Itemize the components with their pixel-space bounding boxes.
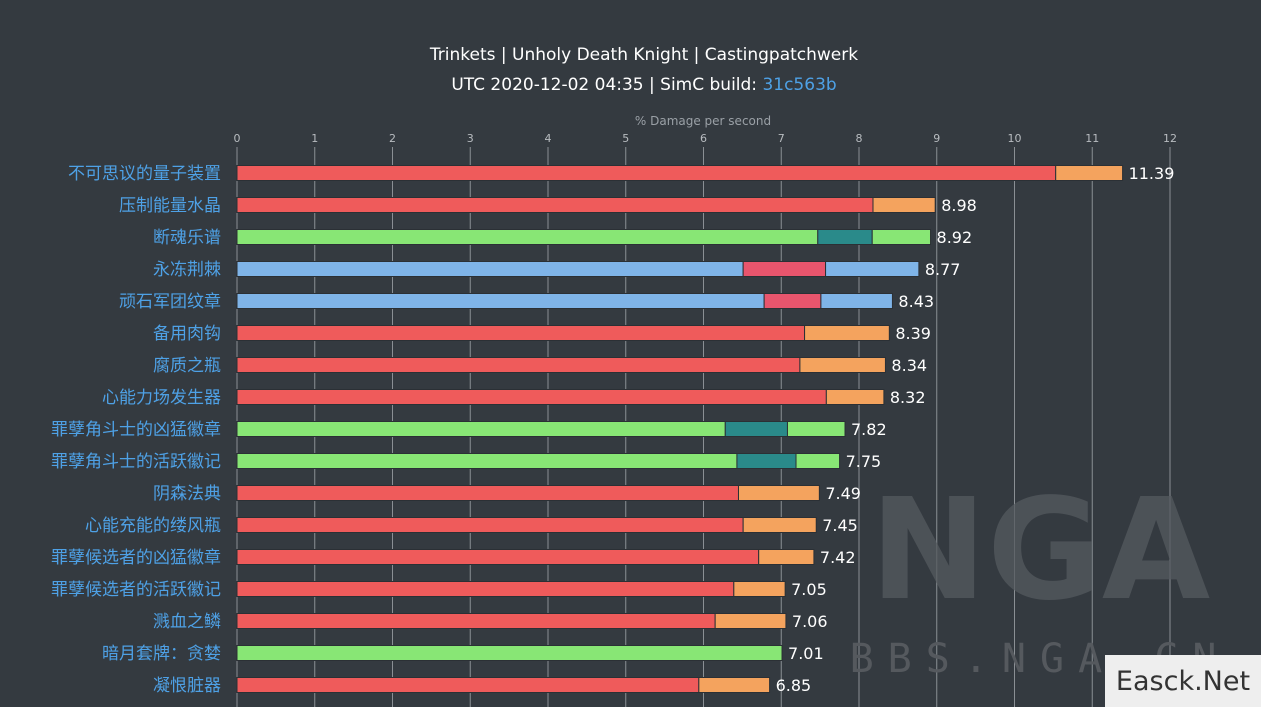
x-tick-label: 9 xyxy=(933,132,940,145)
value-label: 7.45 xyxy=(822,516,858,535)
value-label: 6.85 xyxy=(776,676,812,695)
bar-segment[interactable] xyxy=(795,453,841,469)
bar-segment[interactable] xyxy=(236,357,801,373)
bar-segment[interactable] xyxy=(236,293,765,309)
bar-segment[interactable] xyxy=(733,581,786,597)
chart-title: Trinkets | Unholy Death Knight | Casting… xyxy=(429,45,858,65)
category-label: 备用肉钩 xyxy=(153,324,221,344)
chart-subtitle: UTC 2020-12-02 04:35 | SimC build: 31c56… xyxy=(451,75,836,95)
x-axis-title: % Damage per second xyxy=(635,114,771,128)
value-label: 8.32 xyxy=(890,388,926,407)
value-label: 7.05 xyxy=(791,580,827,599)
category-label: 暗月套牌：贪婪 xyxy=(102,644,221,664)
bar-segment[interactable] xyxy=(236,229,819,245)
bar-segment[interactable] xyxy=(236,677,700,693)
x-tick-label: 4 xyxy=(545,132,552,145)
bar-segment[interactable] xyxy=(236,389,827,405)
category-label: 顽石军团纹章 xyxy=(119,292,221,312)
bar-segment[interactable] xyxy=(724,421,788,437)
x-tick-label: 7 xyxy=(778,132,785,145)
x-tick-label: 10 xyxy=(1008,132,1022,145)
bar-segment[interactable] xyxy=(236,517,744,533)
x-tick-label: 8 xyxy=(856,132,863,145)
value-label: 7.01 xyxy=(788,644,824,663)
category-label: 腐质之瓶 xyxy=(153,356,221,376)
bar-segment[interactable] xyxy=(236,453,738,469)
category-label: 罪孽候选者的活跃徽记 xyxy=(51,580,221,600)
bar-segment[interactable] xyxy=(236,165,1057,181)
category-label: 压制能量水晶 xyxy=(119,196,221,216)
x-tick-label: 1 xyxy=(311,132,318,145)
bar-segment[interactable] xyxy=(1055,165,1124,181)
bar-segment[interactable] xyxy=(763,293,822,309)
category-label: 永冻荆棘 xyxy=(153,260,221,280)
value-label: 7.75 xyxy=(846,452,882,471)
bar-segment[interactable] xyxy=(236,581,735,597)
bar-segment[interactable] xyxy=(804,325,890,341)
bar-segment[interactable] xyxy=(236,197,874,213)
build-link[interactable]: 31c563b xyxy=(762,75,836,95)
value-label: 8.92 xyxy=(937,228,973,247)
bar-segment[interactable] xyxy=(236,261,744,277)
bars xyxy=(236,165,1124,693)
bar-segment[interactable] xyxy=(742,261,827,277)
category-label: 阴森法典 xyxy=(153,484,221,504)
value-label: 8.34 xyxy=(891,356,927,375)
value-label: 7.42 xyxy=(820,548,856,567)
x-tick-label: 0 xyxy=(234,132,241,145)
category-label: 罪孽角斗士的活跃徽记 xyxy=(51,452,221,472)
watermark: NGA BBS.NGA.CN xyxy=(850,469,1217,682)
category-label: 罪孽候选者的凶猛徽章 xyxy=(51,548,221,568)
bar-segment[interactable] xyxy=(236,645,783,661)
category-label: 不可思议的量子装置 xyxy=(68,164,221,184)
bar-segment[interactable] xyxy=(698,677,771,693)
value-label: 7.49 xyxy=(825,484,861,503)
category-label: 凝恨脏器 xyxy=(153,676,221,696)
value-label: 7.06 xyxy=(792,612,828,631)
subtitle-prefix: UTC 2020-12-02 04:35 | SimC build: xyxy=(451,75,762,95)
value-label: 8.43 xyxy=(898,292,934,311)
bar-segment[interactable] xyxy=(871,229,932,245)
value-labels: 11.39 8.98 8.92 8.77 8.43 8.39 8.34 8.327.82 7.7… xyxy=(776,164,1175,695)
bar-segment[interactable] xyxy=(825,389,885,405)
value-label: 8.77 xyxy=(925,260,961,279)
bar-segment[interactable] xyxy=(872,197,936,213)
bar-segment[interactable] xyxy=(736,453,797,469)
category-labels: 不可思议的量子装置压制能量水晶断魂乐谱永冻荆棘顽石军团纹章备用肉钩腐质之瓶心能力… xyxy=(51,164,221,696)
bar-segment[interactable] xyxy=(820,293,893,309)
bar-segment[interactable] xyxy=(737,485,820,501)
value-label: 8.98 xyxy=(941,196,977,215)
x-tick-label: 5 xyxy=(622,132,629,145)
category-label: 罪孽角斗士的凶猛徽章 xyxy=(51,420,221,440)
x-tick-label: 6 xyxy=(700,132,707,145)
category-label: 溅血之鳞 xyxy=(153,612,221,632)
bar-segment[interactable] xyxy=(236,485,739,501)
bar-segment[interactable] xyxy=(758,549,815,565)
corner-badge: Easck.Net xyxy=(1105,655,1261,707)
x-axis-ticks: 0 1 2 3 4 5 6 7 8 9 10 11 12 xyxy=(234,132,1178,145)
bar-segment[interactable] xyxy=(825,261,920,277)
bar-segment[interactable] xyxy=(786,421,846,437)
category-label: 心能充能的缕风瓶 xyxy=(85,516,221,536)
value-label: 8.39 xyxy=(895,324,931,343)
value-label: 11.39 xyxy=(1129,164,1175,183)
bar-segment[interactable] xyxy=(236,325,806,341)
x-tick-label: 12 xyxy=(1163,132,1177,145)
watermark-logo-text: NGA xyxy=(870,469,1210,632)
x-tick-label: 3 xyxy=(467,132,474,145)
category-label: 断魂乐谱 xyxy=(153,228,221,248)
bar-segment[interactable] xyxy=(742,517,817,533)
bar-segment[interactable] xyxy=(236,421,726,437)
bar-segment[interactable] xyxy=(236,613,716,629)
bar-segment[interactable] xyxy=(714,613,787,629)
value-label: 7.82 xyxy=(851,420,887,439)
bar-segment[interactable] xyxy=(236,549,760,565)
bar-segment[interactable] xyxy=(817,229,873,245)
category-label: 心能力场发生器 xyxy=(102,388,221,408)
bar-segment[interactable] xyxy=(799,357,886,373)
x-tick-label: 11 xyxy=(1085,132,1099,145)
x-tick-label: 2 xyxy=(389,132,396,145)
